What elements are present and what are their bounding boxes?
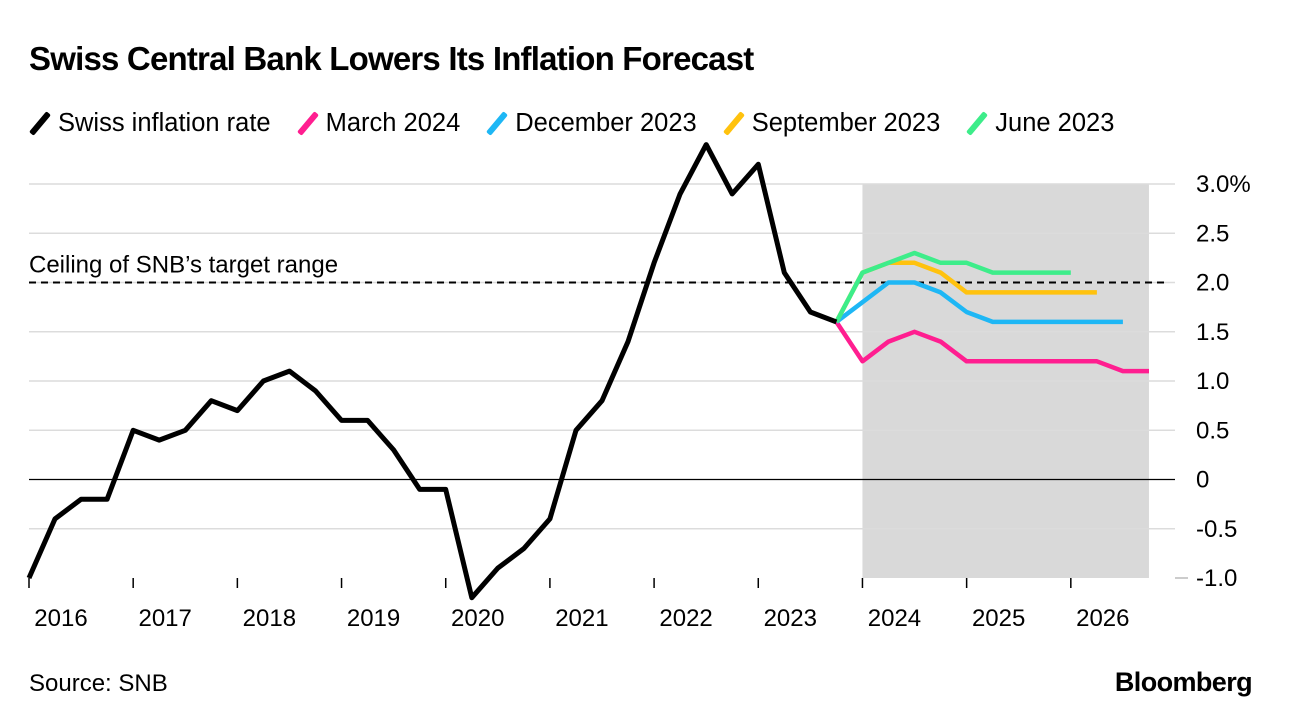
series-line-december-2023 — [835, 280, 1123, 325]
x-tick-label: 2022 — [659, 605, 712, 632]
x-tick-label: 2024 — [868, 605, 921, 632]
series-line-swiss-inflation-rate — [26, 142, 838, 601]
legend-label: Swiss inflation rate — [58, 108, 271, 137]
chart-title: Swiss Central Bank Lowers Its Inflation … — [29, 40, 754, 77]
y-tick-label: 1.5 — [1196, 319, 1229, 346]
source-note: Source: SNB — [29, 670, 168, 697]
y-tick-label: 2.0 — [1196, 270, 1229, 297]
legend-label: September 2023 — [751, 108, 941, 137]
x-tick-label: 2016 — [34, 605, 87, 632]
y-tick-label: 3.0% — [1196, 171, 1251, 198]
legend-label: March 2024 — [325, 108, 461, 137]
y-tick-label: -1.0 — [1196, 565, 1237, 592]
legend-item-swiss-inflation: Swiss inflation rate — [29, 109, 271, 138]
legend-label: June 2023 — [995, 108, 1115, 137]
x-tick-label: 2020 — [451, 605, 504, 632]
legend-item-september-2023: September 2023 — [722, 108, 941, 138]
legend-item-march-2024: March 2024 — [296, 108, 461, 138]
x-tick-label: 2026 — [1076, 605, 1129, 632]
x-tick-label: 2023 — [764, 605, 817, 632]
series-line-june-2023 — [834, 250, 1071, 323]
legend-item-december-2023: December 2023 — [486, 108, 697, 138]
x-tick-label: 2021 — [555, 605, 608, 632]
y-tick-label: 1.0 — [1196, 368, 1229, 395]
x-tick-label: 2018 — [243, 605, 296, 632]
x-tick-label: 2017 — [138, 605, 191, 632]
target-ceiling-label: Ceiling of SNB’s target range — [29, 252, 338, 279]
legend: Swiss inflation rate March 2024 December… — [29, 103, 1114, 143]
legend-label: December 2023 — [515, 108, 697, 137]
y-tick-label: 0 — [1196, 467, 1209, 494]
bloomberg-logo: Bloomberg — [1114, 667, 1253, 697]
legend-item-june-2023: June 2023 — [966, 109, 1114, 138]
x-tick-label: 2025 — [972, 605, 1025, 632]
x-tick-label: 2019 — [347, 605, 400, 632]
y-tick-label: 2.5 — [1196, 220, 1229, 247]
series-line-march-2024 — [834, 320, 1149, 374]
y-tick-label: -0.5 — [1196, 516, 1237, 543]
y-tick-label: 0.5 — [1196, 417, 1229, 444]
